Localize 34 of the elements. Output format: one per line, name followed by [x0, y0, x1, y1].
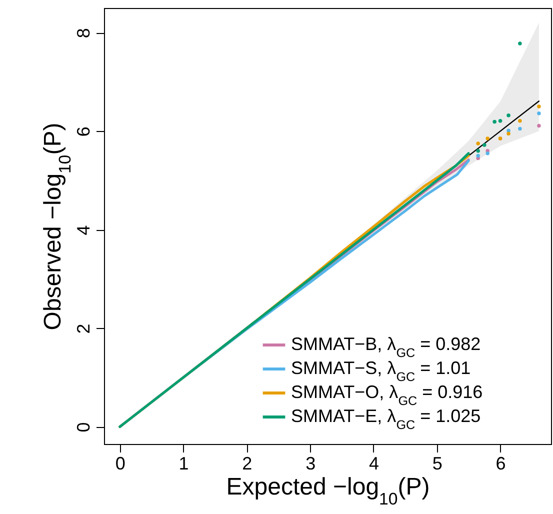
x-tick-label: 3 — [306, 454, 316, 474]
point — [476, 154, 480, 158]
legend-label: SMMAT−O, λ$_{GC}$ = 0.916 — [291, 382, 483, 408]
y-tick-label: 2 — [74, 324, 94, 334]
x-tick-label: 4 — [368, 454, 379, 474]
y-tick-label: 4 — [74, 225, 94, 236]
point — [476, 142, 480, 146]
point — [537, 104, 541, 108]
point — [537, 124, 541, 128]
x-axis-title: Expected −log$_{10}$(P) — [226, 474, 430, 508]
y-tick-label: 8 — [74, 28, 94, 38]
point — [482, 143, 486, 147]
y-tick-label: 0 — [74, 422, 94, 432]
point — [537, 112, 541, 116]
point — [486, 151, 490, 156]
x-tick-label: 0 — [115, 454, 126, 474]
point — [476, 149, 480, 153]
legend-label: SMMAT−B, λ$_{GC}$ = 0.982 — [291, 334, 481, 360]
x-tick-label: 2 — [242, 454, 252, 474]
x-tick-label: 5 — [432, 454, 442, 474]
point — [518, 118, 522, 123]
point — [506, 114, 510, 118]
x-tick-label: 6 — [496, 454, 506, 474]
point — [506, 132, 510, 136]
point — [518, 126, 522, 131]
point — [498, 118, 502, 123]
point — [492, 120, 496, 124]
legend-label: SMMAT−E, λ$_{GC}$ = 1.025 — [291, 406, 481, 432]
x-tick-label: 1 — [178, 454, 189, 474]
point — [486, 136, 490, 140]
point — [506, 128, 510, 133]
y-tick-label: 6 — [74, 126, 94, 137]
point — [518, 42, 522, 46]
legend-label: SMMAT−S, λ$_{GC}$ = 1.01 — [291, 358, 471, 384]
